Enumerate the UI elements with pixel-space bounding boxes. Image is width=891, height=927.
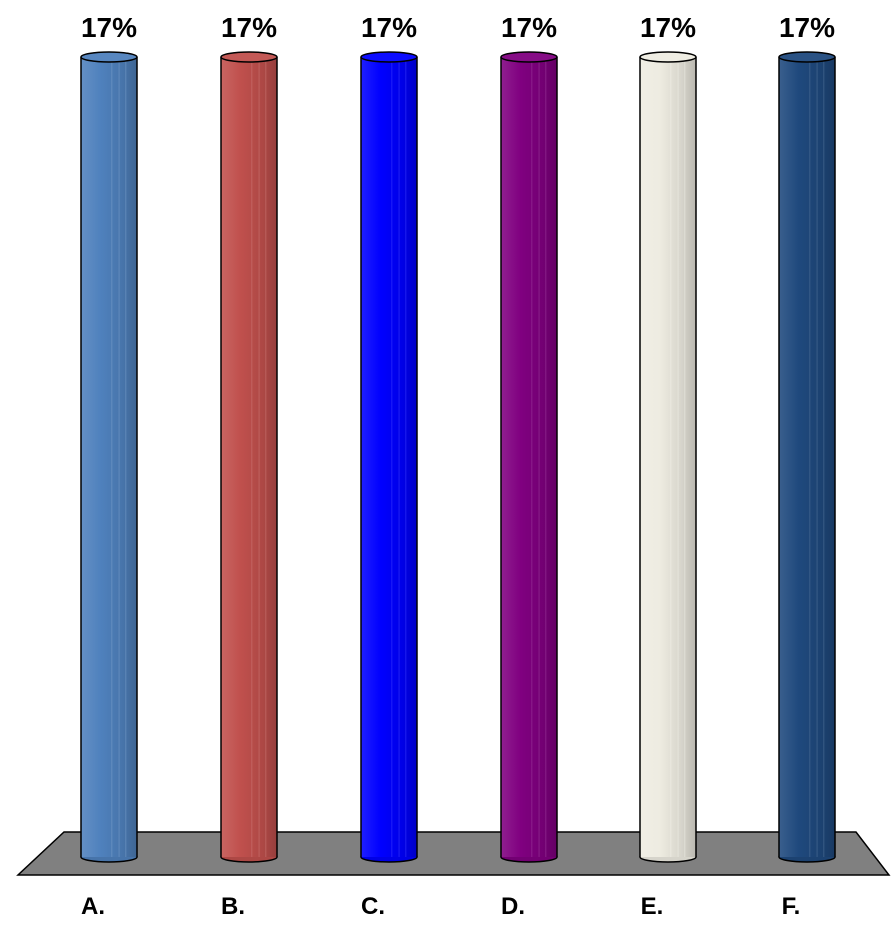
data-label: 17% [640, 12, 696, 43]
category-labels-group: A. B. C. D. E. F. [81, 893, 800, 920]
bar-body [221, 57, 277, 857]
bar-a [80, 51, 138, 863]
bar-body [640, 57, 696, 857]
category-label: A. [81, 893, 105, 920]
bar-d [500, 51, 558, 863]
bars-group [80, 51, 836, 863]
category-label: E. [641, 893, 664, 920]
bar-b [220, 51, 278, 863]
bar-e [639, 51, 697, 863]
data-label: 17% [501, 12, 557, 43]
data-label: 17% [779, 12, 835, 43]
bar-cap [778, 51, 836, 63]
bar-body [501, 57, 557, 857]
data-labels-group: 17% 17% 17% 17% 17% 17% [81, 12, 835, 43]
bar-cap [500, 51, 558, 63]
bar-c [360, 51, 418, 863]
category-label: F. [782, 893, 801, 920]
bar-body [81, 57, 137, 857]
bar-cap [360, 51, 418, 63]
bar-cap [220, 51, 278, 63]
category-label: D. [501, 893, 525, 920]
data-label: 17% [361, 12, 417, 43]
category-label: B. [221, 893, 245, 920]
chart-floor [16, 831, 891, 876]
data-label: 17% [221, 12, 277, 43]
bar-f [778, 51, 836, 863]
bar-cap [639, 51, 697, 63]
data-label: 17% [81, 12, 137, 43]
bar-body [779, 57, 835, 857]
category-label: C. [361, 893, 385, 920]
bar-body [361, 57, 417, 857]
bar-cap [80, 51, 138, 63]
